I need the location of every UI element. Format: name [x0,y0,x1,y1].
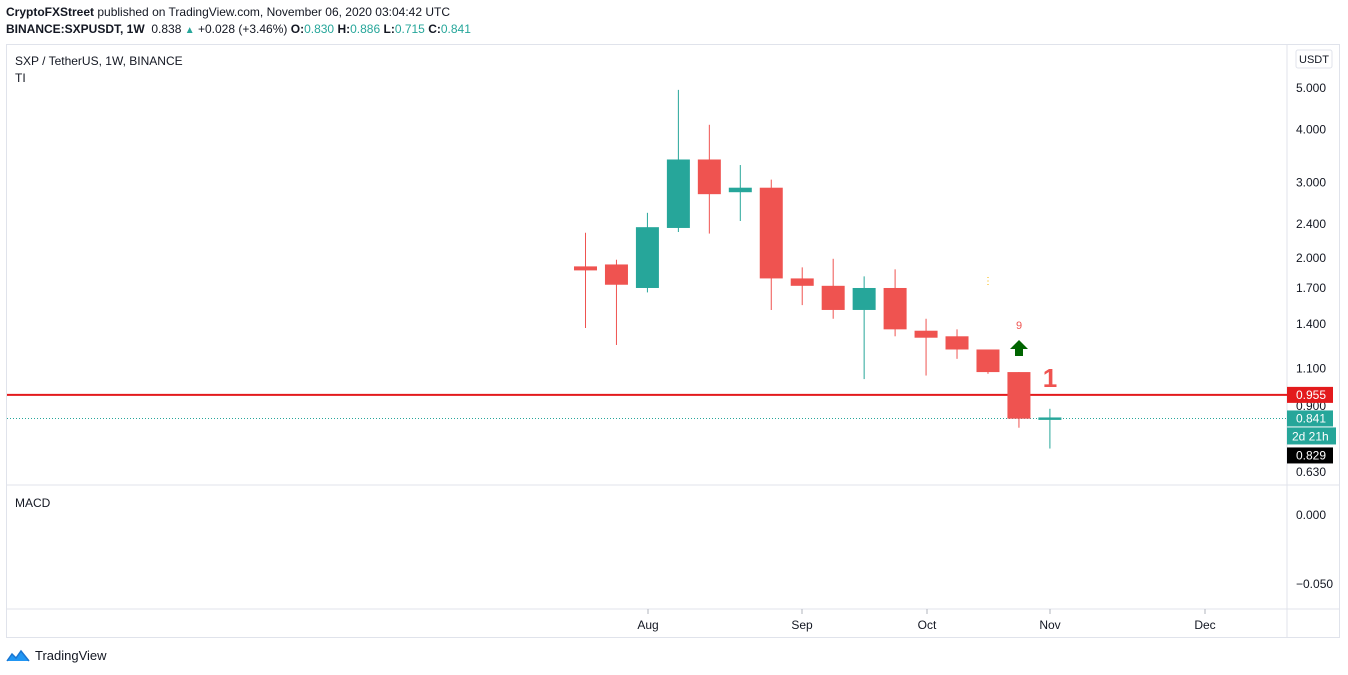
tradingview-brand: TradingView [35,648,107,663]
candle-body [883,287,907,330]
macd-tick-neg: −0.050 [1296,577,1333,591]
symbol-label: BINANCE:SXPUSDT, 1W [6,22,145,36]
price-tick-label: 0.630 [1296,465,1326,479]
time-tick-label: Oct [918,618,937,632]
published-text: published on TradingView.com, November 0… [97,5,451,19]
candle-down [574,232,597,328]
last-price: 0.838 [151,22,182,36]
candle-up [728,165,752,221]
candle-up [635,212,659,293]
price-tick-label: 1.100 [1296,362,1326,376]
indicator-label: TI [15,71,26,85]
candle-down [914,318,938,376]
candle-body [604,264,628,285]
price-tick-label: 3.000 [1296,176,1326,190]
candle-body [1007,372,1031,419]
candle-down [604,259,628,345]
pane-title: SXP / TetherUS, 1W, BINANCE [15,54,183,68]
time-tick-label: Nov [1039,618,1060,632]
price-tick-label: 2.000 [1296,251,1326,265]
low-value: 0.715 [394,22,425,36]
open-value: 0.830 [304,22,335,36]
ohlc-line: BINANCE:SXPUSDT, 1W 0.838 ▲ +0.028 (+3.4… [6,22,471,36]
candle-up [666,89,690,232]
open-label: O: [290,22,305,36]
price-tick-label: 5.000 [1296,81,1326,95]
candle-down [821,258,845,319]
time-tick-label: Dec [1194,618,1215,632]
candle-body [759,187,783,279]
candle-down [790,267,814,306]
time-tick-label: Sep [791,618,813,632]
price-tick-label: 1.700 [1296,281,1326,295]
candle-down [945,329,969,359]
macd-tick-zero: 0.000 [1296,508,1326,522]
high-label: H: [337,22,351,36]
candle-down [976,349,1000,374]
price-tick-label: 4.000 [1296,122,1326,136]
change-value: +0.028 (+3.46%) [197,22,288,36]
candle-down [759,179,783,310]
candle-body [1038,417,1062,420]
candle-body [852,287,876,310]
candle-body [790,278,814,286]
level-price-text: 0.955 [1296,388,1326,402]
candle-body [666,159,690,228]
up-arrow-icon: ▲ [184,25,195,36]
candle-body [976,349,1000,373]
setup-marker-icon: ⋮ [983,276,993,287]
footer[interactable]: TradingView [6,648,107,663]
candle-body [821,285,845,310]
macd-label: MACD [15,496,51,510]
time-tick-label: Aug [637,618,658,632]
crosshair-price-text: 0.829 [1296,448,1326,462]
candle-body [728,187,752,193]
currency-label: USDT [1299,54,1329,66]
countdown-badge [1287,427,1336,445]
candle-down [697,124,721,234]
tradingview-logo-icon [6,649,30,661]
high-value: 0.886 [350,22,381,36]
chart-frame [6,44,1340,638]
candle-body [574,266,597,271]
td-count-label: 9 [1016,320,1022,332]
close-label: C: [428,22,441,36]
level-price-badge [1287,386,1333,403]
big-number-label: 1 [1043,363,1057,393]
price-tick-label: 1.400 [1296,317,1326,331]
candle-body [945,336,969,350]
candle-body [914,330,938,338]
currency-button[interactable] [1295,49,1333,69]
low-label: L: [383,22,395,36]
candle-up [852,276,876,380]
candle-body [697,159,721,195]
last-price-text: 0.841 [1296,411,1326,425]
crosshair-price-badge [1287,447,1333,464]
publisher-name[interactable]: CryptoFXStreet [6,5,95,19]
price-tick-label: 2.400 [1296,217,1326,231]
close-value: 0.841 [440,22,471,36]
candle-body [635,227,659,288]
countdown-text: 2d 21h [1292,429,1329,443]
publish-line: CryptoFXStreet published on TradingView.… [6,5,450,19]
candle-up [1038,408,1062,449]
buy-arrow-icon [1010,340,1028,356]
last-price-badge [1287,410,1333,427]
candle-down [1007,372,1031,428]
candle-down [883,269,907,337]
